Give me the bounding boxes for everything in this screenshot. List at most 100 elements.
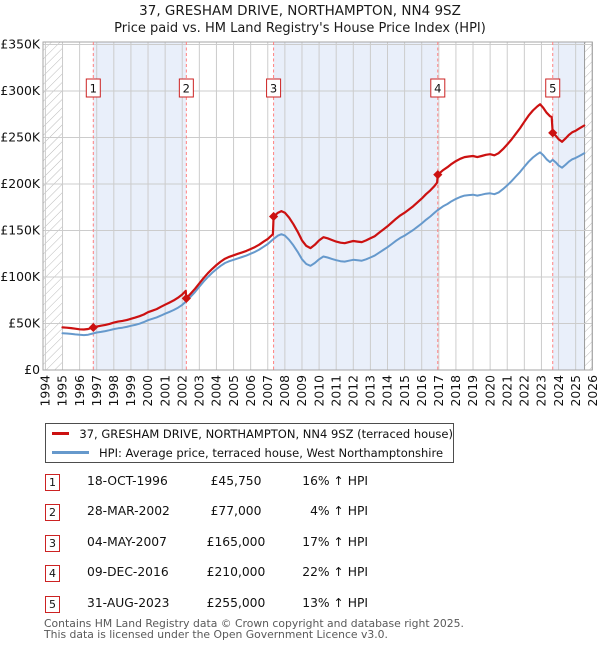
legend-hpi-label: HPI: Average price, terraced house, West…: [99, 445, 444, 460]
legend-item-hpi: HPI: Average price, terraced house, West…: [52, 445, 453, 461]
x-axis-tick-label: 2010: [311, 375, 326, 407]
price-history-chart: 1 2 3 4 5 £0 £50K £100K £150K £200K £250K £300K £350…: [0, 37, 600, 407]
sale-date: 04-MAY-2007: [87, 534, 167, 549]
x-axis-tick-label: 2008: [277, 375, 292, 407]
sale-number-badge: 5: [45, 595, 60, 613]
x-axis-tick-label: 2003: [192, 375, 207, 407]
footer-line-2: This data is licensed under the Open Gov…: [44, 627, 388, 641]
x-axis-tick-label: 2017: [431, 375, 446, 407]
x-axis-tick-label: 2006: [243, 375, 258, 407]
x-axis-tick-label: 2011: [328, 375, 343, 407]
sale-row-2: 2 28-MAR-2002 £77,000 4% ↑ HPI: [45, 502, 375, 532]
y-axis-tick-label: £50K: [8, 316, 41, 331]
x-axis-tick-label: 2012: [346, 375, 361, 407]
x-axis-tick-label: 2007: [260, 375, 275, 407]
y-axis-tick-label: £100K: [0, 269, 41, 284]
no-data-hatch: [43, 42, 63, 370]
x-axis-tick-label: 2013: [363, 375, 378, 407]
legend-item-property: 37, GRESHAM DRIVE, NORTHAMPTON, NN4 9SZ …: [52, 426, 453, 442]
sale-number-badge: 4: [45, 565, 60, 583]
sale-marker-diamond: [268, 211, 279, 222]
sale-marker-diamond: [88, 322, 98, 333]
x-axis-tick-label: 2005: [226, 375, 241, 407]
sale-flag-box: [266, 78, 282, 98]
chart-legend: 37, GRESHAM DRIVE, NORTHAMPTON, NN4 9SZ …: [45, 423, 454, 463]
sale-number-badge: 3: [45, 534, 60, 552]
hpi-line: [61, 151, 586, 337]
sale-number-badge: 1: [45, 474, 60, 491]
sale-date: 28-MAR-2002: [87, 504, 170, 519]
sales-table: 1 18-OCT-1996 £45,750 16% ↑ HPI 2 28-MAR-2002…: [45, 472, 375, 624]
property-line-swatch: [52, 432, 70, 435]
page-title: 37, GRESHAM DRIVE, NORTHAMPTON, NN4 9SZ: [139, 3, 461, 19]
x-axis-tick-label: 1998: [106, 375, 121, 407]
y-axis-tick-label: £0: [24, 362, 40, 377]
property-price-line: [61, 103, 586, 331]
x-axis-tick-label: 1997: [89, 375, 104, 407]
sale-date: 09-DEC-2016: [87, 565, 169, 580]
sale-row-5: 5 31-AUG-2023 £255,000 13% ↑ HPI: [45, 594, 375, 624]
hpi-line-swatch: [52, 451, 89, 454]
sale-flag-box: [178, 78, 194, 98]
sale-hpi-delta: 4% ↑ HPI: [310, 504, 368, 519]
no-data-hatch: [584, 42, 593, 370]
x-axis-tick-label: 1995: [55, 375, 70, 407]
x-axis-tick-label: 2014: [380, 375, 395, 407]
sale-row-1: 1 18-OCT-1996 £45,750 16% ↑ HPI: [45, 472, 375, 502]
sale-hpi-delta: 16% ↑ HPI: [302, 474, 368, 488]
sale-price: £165,000: [206, 534, 266, 549]
sale-flag-number: 5: [549, 82, 556, 96]
y-axis-tick-label: £300K: [0, 83, 41, 98]
x-axis-tick-label: 2018: [448, 375, 463, 407]
page-subtitle: Price paid vs. HM Land Registry's House …: [114, 21, 486, 36]
x-axis-tick-label: 2025: [568, 375, 583, 407]
sale-flag-box: [430, 78, 446, 98]
footer-line-1: Contains HM Land Registry data © Crown c…: [44, 617, 464, 630]
y-axis-tick-label: £250K: [0, 130, 41, 145]
sale-marker-diamond: [433, 170, 443, 180]
x-axis-tick-label: 2001: [157, 375, 172, 407]
sale-hpi-delta: 22% ↑ HPI: [302, 565, 368, 580]
sale-marker-diamond: [548, 128, 558, 138]
sale-price: £210,000: [206, 565, 266, 580]
x-axis-tick-label: 2002: [174, 375, 189, 407]
sale-flag-number: 1: [90, 82, 97, 96]
license-footer: Contains HM Land Registry data © Crown c…: [44, 617, 464, 641]
ownership-period-band: [273, 42, 438, 370]
legend-property-label: 37, GRESHAM DRIVE, NORTHAMPTON, NN4 9SZ …: [79, 426, 453, 441]
x-axis-tick-label: 2019: [465, 375, 480, 407]
sale-price: £45,750: [210, 474, 262, 488]
x-axis-tick-label: 2023: [534, 375, 549, 407]
y-axis-tick-label: £200K: [0, 176, 41, 191]
sale-flag-number: 3: [270, 82, 277, 96]
sale-number-badge: 2: [45, 504, 60, 522]
sale-row-4: 4 09-DEC-2016 £210,000 22% ↑ HPI: [45, 563, 375, 593]
sale-date: 31-AUG-2023: [87, 595, 170, 610]
x-axis-tick-label: 2020: [482, 375, 497, 407]
x-axis-tick-label: 2000: [140, 375, 155, 407]
y-axis-tick-label: £150K: [0, 223, 41, 238]
y-axis-tick-label: £350K: [0, 37, 41, 52]
x-axis-tick-label: 2022: [517, 375, 532, 407]
x-axis-tick-label: 2004: [209, 375, 224, 407]
x-axis-tick-label: 2016: [414, 375, 429, 407]
sale-flag-box: [85, 78, 101, 98]
plot-border: [42, 41, 593, 371]
x-axis-tick-label: 2021: [499, 375, 514, 407]
sale-marker-diamond: [181, 293, 191, 303]
sale-date: 18-OCT-1996: [87, 474, 168, 488]
x-axis-tick-label: 2026: [585, 375, 600, 407]
x-axis-tick-label: 2009: [294, 375, 309, 407]
x-axis-tick-label: 2015: [397, 375, 412, 407]
x-axis-tick-label: 1999: [123, 375, 138, 407]
sale-flag-box: [545, 78, 561, 98]
x-axis-tick-label: 1994: [38, 375, 53, 407]
x-axis-tick-label: 1996: [72, 375, 87, 407]
sale-price: £77,000: [210, 504, 262, 519]
sale-flag-number: 4: [434, 82, 441, 96]
sale-row-3: 3 04-MAY-2007 £165,000 17% ↑ HPI: [45, 533, 375, 563]
sale-price: £255,000: [206, 595, 266, 610]
sale-flag-number: 2: [183, 82, 190, 96]
sale-hpi-delta: 13% ↑ HPI: [302, 595, 368, 610]
